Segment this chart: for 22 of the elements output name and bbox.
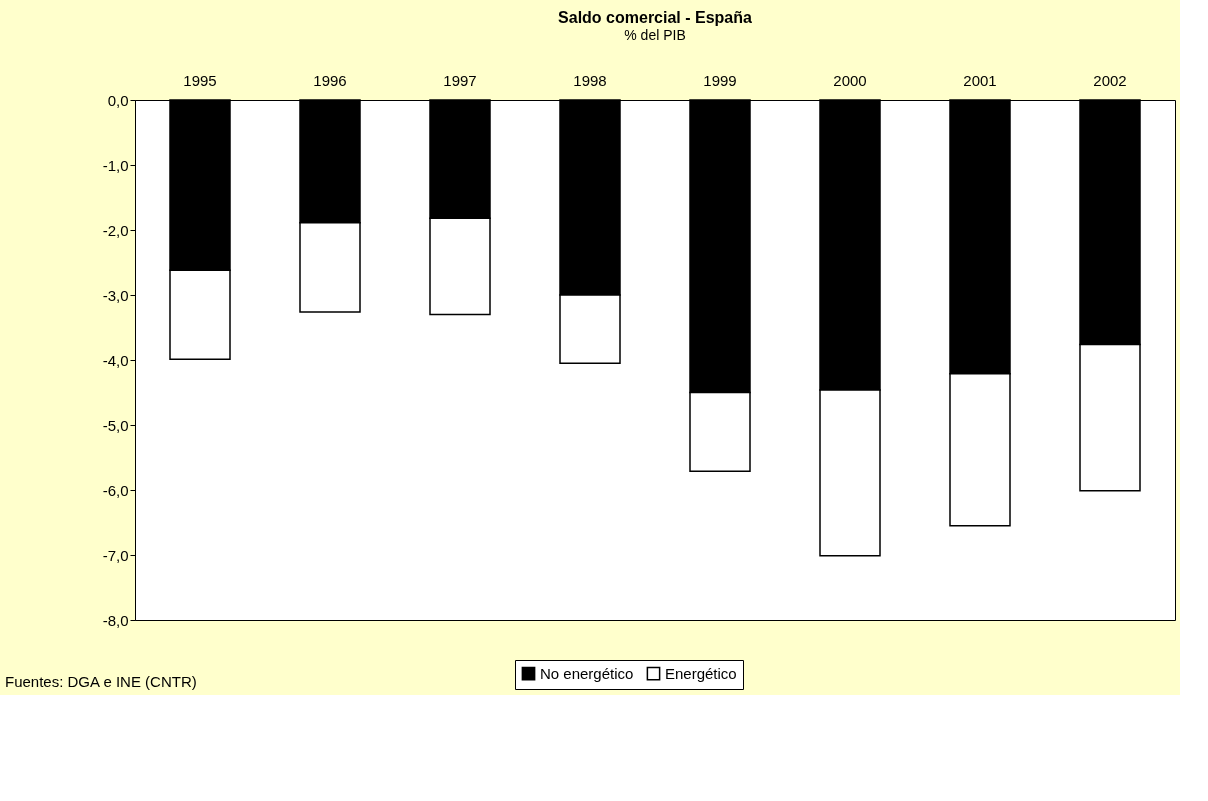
legend-label: No energético: [540, 664, 634, 682]
y-tick-label: -5,0: [102, 416, 129, 434]
x-tick-label: 2002: [1093, 71, 1127, 89]
legend-label: Energético: [665, 664, 737, 682]
chart-title: Saldo comercial - España: [558, 9, 753, 26]
y-tick-label: -8,0: [102, 611, 129, 629]
source-note: Fuentes: DGA e INE (CNTR): [5, 673, 197, 690]
y-tick-label: -1,0: [102, 156, 129, 174]
y-tick-label: -3,0: [102, 286, 129, 304]
x-tick-label: 1997: [443, 71, 477, 89]
x-tick-label: 1995: [183, 71, 217, 89]
y-tick-label: -6,0: [102, 481, 129, 499]
chart-subtitle: % del PIB: [624, 27, 686, 43]
x-tick-label: 1996: [313, 71, 347, 89]
x-tick-label: 2001: [963, 71, 997, 89]
y-tick-label: -7,0: [102, 546, 129, 564]
x-tick-label: 1998: [573, 71, 607, 89]
y-tick-label: -4,0: [102, 351, 129, 369]
y-tick-label: 0,0: [107, 91, 129, 109]
y-tick-label: -2,0: [102, 221, 129, 239]
x-tick-label: 1999: [703, 71, 737, 89]
x-tick-label: 2000: [833, 71, 867, 89]
